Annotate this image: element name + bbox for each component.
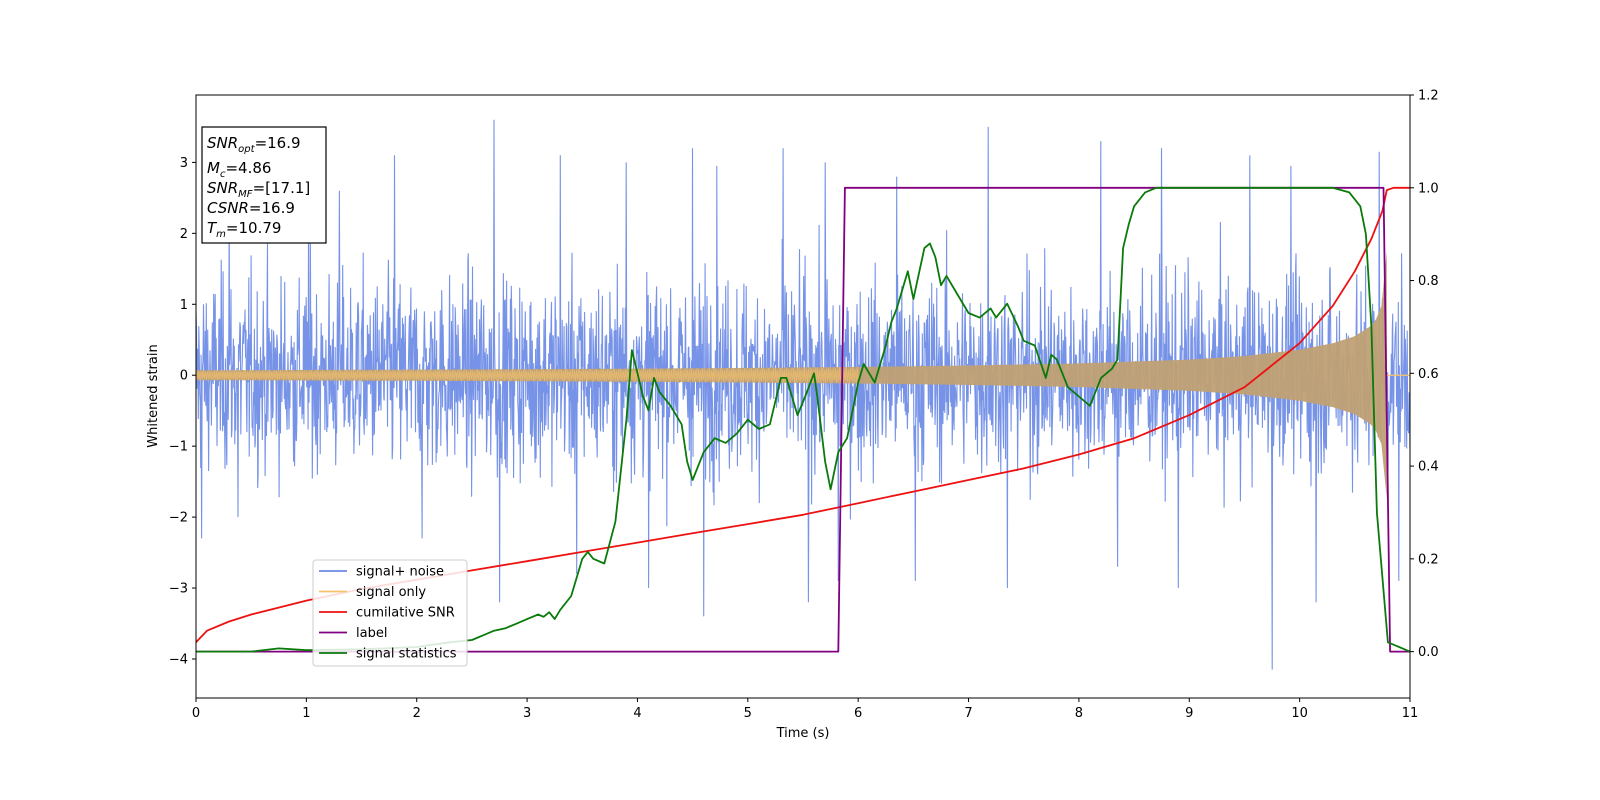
x-tick-label: 8 (1075, 706, 1083, 721)
plot-data-area (196, 119, 1410, 670)
y-left-tick-label: −4 (169, 652, 188, 667)
info-snr-mf: SNRMF=[17.1] (207, 179, 310, 200)
x-tick-label: 3 (523, 706, 531, 721)
y-right-tick-label: 0.8 (1418, 274, 1439, 289)
legend-frame (312, 559, 468, 667)
legend-label: label (356, 626, 387, 641)
y-right-tick-label: 1.0 (1418, 181, 1439, 196)
y-axis-label: Whitened strain (146, 344, 161, 447)
series-signal-only-line (196, 366, 859, 384)
x-tick-label: 0 (192, 706, 200, 721)
y-left-tick-label: 0 (180, 369, 188, 384)
legend: signal+ noise signal only cumilative SNR la… (312, 559, 468, 667)
y-right-tick-label: 0.2 (1418, 552, 1439, 567)
snr-info-box: SNRopt=16.9 Mc=4.86 SNRMF=[17.1] CSNR=16… (201, 126, 327, 244)
x-tick-label: 7 (964, 706, 972, 721)
y-left-tick-label: −3 (169, 582, 188, 597)
y-left-tick-label: −2 (169, 511, 188, 526)
x-tick-label: 9 (1185, 706, 1193, 721)
x-tick-label: 5 (744, 706, 752, 721)
y-left-tick-label: 3 (180, 156, 188, 171)
axes-ticks: 0 1 2 3 4 5 6 7 8 9 10 11 −4 −3 −2 −1 0 1 2 3 0.0 0.2 0.4 0.6 0.… (169, 89, 1439, 722)
y-right-tick-label: 0.4 (1418, 460, 1439, 475)
x-tick-label: 4 (633, 706, 641, 721)
x-tick-label: 1 (302, 706, 310, 721)
info-mc: Mc=4.86 (207, 159, 271, 180)
info-tm: Tm=10.79 (207, 219, 281, 240)
info-box-frame (201, 126, 327, 244)
legend-label: cumilative SNR (356, 606, 455, 621)
x-tick-label: 6 (854, 706, 862, 721)
info-csnr: CSNR=16.9 (207, 199, 295, 217)
y-right-tick-label: 0.6 (1418, 367, 1439, 382)
series-signal-statistics-line (196, 186, 1410, 653)
x-tick-label: 2 (413, 706, 421, 721)
x-tick-label: 11 (1402, 706, 1419, 721)
axes-frame (195, 94, 1411, 699)
series-label-line (196, 186, 1410, 653)
legend-label: signal+ noise (356, 565, 444, 580)
x-axis-label: Time (s) (776, 726, 830, 741)
y-right-tick-label: 0.0 (1418, 645, 1439, 660)
y-right-tick-label: 1.2 (1418, 89, 1439, 104)
info-snr-opt: SNRopt=16.9 (207, 134, 301, 155)
legend-label: signal statistics (356, 647, 457, 662)
y-left-tick-label: 2 (180, 227, 188, 242)
legend-label: signal only (356, 585, 426, 600)
y-left-tick-label: −1 (169, 440, 188, 455)
x-tick-label: 10 (1291, 706, 1308, 721)
y-left-tick-label: 1 (180, 298, 188, 313)
